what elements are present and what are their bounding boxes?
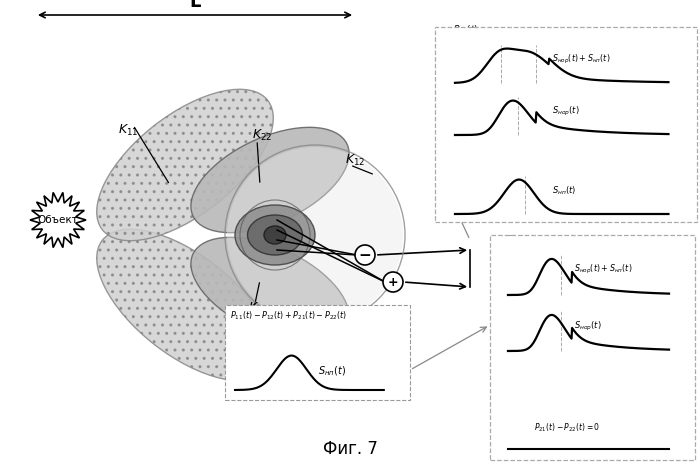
Circle shape [227,147,403,323]
Text: t: t [397,385,400,394]
Text: $P_{21}(t)-P_{22}(t)$: $P_{21}(t)-P_{22}(t)$ [506,389,560,401]
Text: $S_{нор}(t)$: $S_{нор}(t)$ [552,105,580,118]
Bar [225,305,410,400]
Text: $P_{21}(t)-P_{22}(t)=0$: $P_{21}(t)-P_{22}(t)=0$ [534,422,601,434]
Ellipse shape [264,226,286,244]
Text: $P_{11}(t)$: $P_{11}(t)$ [453,24,479,36]
Text: $P_{11}(t)-P_{12}(t)+P_{21}(t)-P_{22}(t)$: $P_{11}(t)-P_{12}(t)+P_{21}(t)-P_{22}(t)… [230,309,347,321]
Text: $P_{22}(t)$: $P_{22}(t)$ [506,290,531,302]
Circle shape [355,245,375,265]
Ellipse shape [248,215,302,255]
Text: $S_{нор}(t)+S_{нп}(t)$: $S_{нор}(t)+S_{нп}(t)$ [575,263,633,276]
Text: t: t [689,79,692,88]
Text: $P_{21}(t)$: $P_{21}(t)$ [506,234,531,246]
Text: t: t [685,291,688,300]
Text: t: t [685,347,688,357]
Text: +: + [388,275,398,289]
Text: t: t [689,211,692,219]
Text: Фиг. 7: Фиг. 7 [323,440,377,458]
Text: Объект: Объект [38,215,78,225]
Ellipse shape [235,205,315,265]
Text: t: t [685,446,688,455]
Text: $S_{нп}(t)$: $S_{нп}(t)$ [318,364,346,378]
Text: L: L [189,0,201,11]
Text: $K_{11}$: $K_{11}$ [118,123,139,138]
Text: $K_{12}$: $K_{12}$ [345,152,365,167]
Circle shape [383,272,403,292]
Text: $K_{22}$: $K_{22}$ [252,127,272,142]
Text: $K_{21}$: $K_{21}$ [248,300,269,315]
Text: −: − [358,248,372,263]
Bar [435,27,697,222]
Ellipse shape [97,89,273,241]
Bar [490,235,695,460]
Text: $S_{нор}(t)$: $S_{нор}(t)$ [575,320,602,333]
Text: $S_{нп}(t)$: $S_{нп}(t)$ [552,185,577,197]
Polygon shape [30,192,86,248]
Ellipse shape [191,237,349,343]
Ellipse shape [97,229,273,381]
Ellipse shape [191,127,349,233]
Text: $P_{12}(t)$: $P_{12}(t)$ [453,76,479,88]
Text: $P_{11}(t)-P_{12}(t)$: $P_{11}(t)-P_{12}(t)$ [453,155,508,167]
Text: t: t [689,132,692,141]
Text: $S_{нор}(t)+S_{нп}(t)$: $S_{нор}(t)+S_{нп}(t)$ [552,54,611,66]
